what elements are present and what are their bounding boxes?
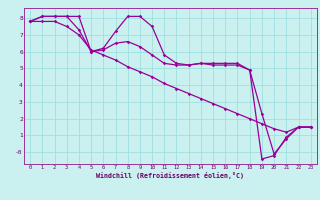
X-axis label: Windchill (Refroidissement éolien,°C): Windchill (Refroidissement éolien,°C) xyxy=(96,172,244,179)
